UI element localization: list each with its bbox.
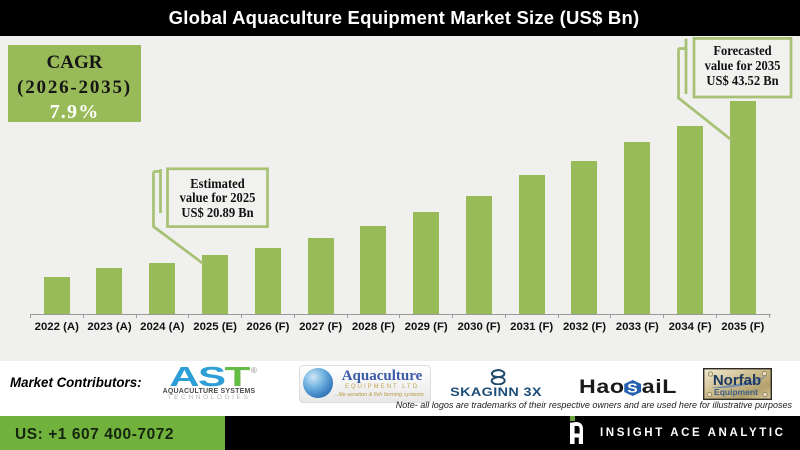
svg-text:S: S bbox=[628, 382, 639, 396]
svg-text:Equipment: Equipment bbox=[714, 387, 758, 397]
svg-text:Norfab: Norfab bbox=[713, 372, 761, 389]
